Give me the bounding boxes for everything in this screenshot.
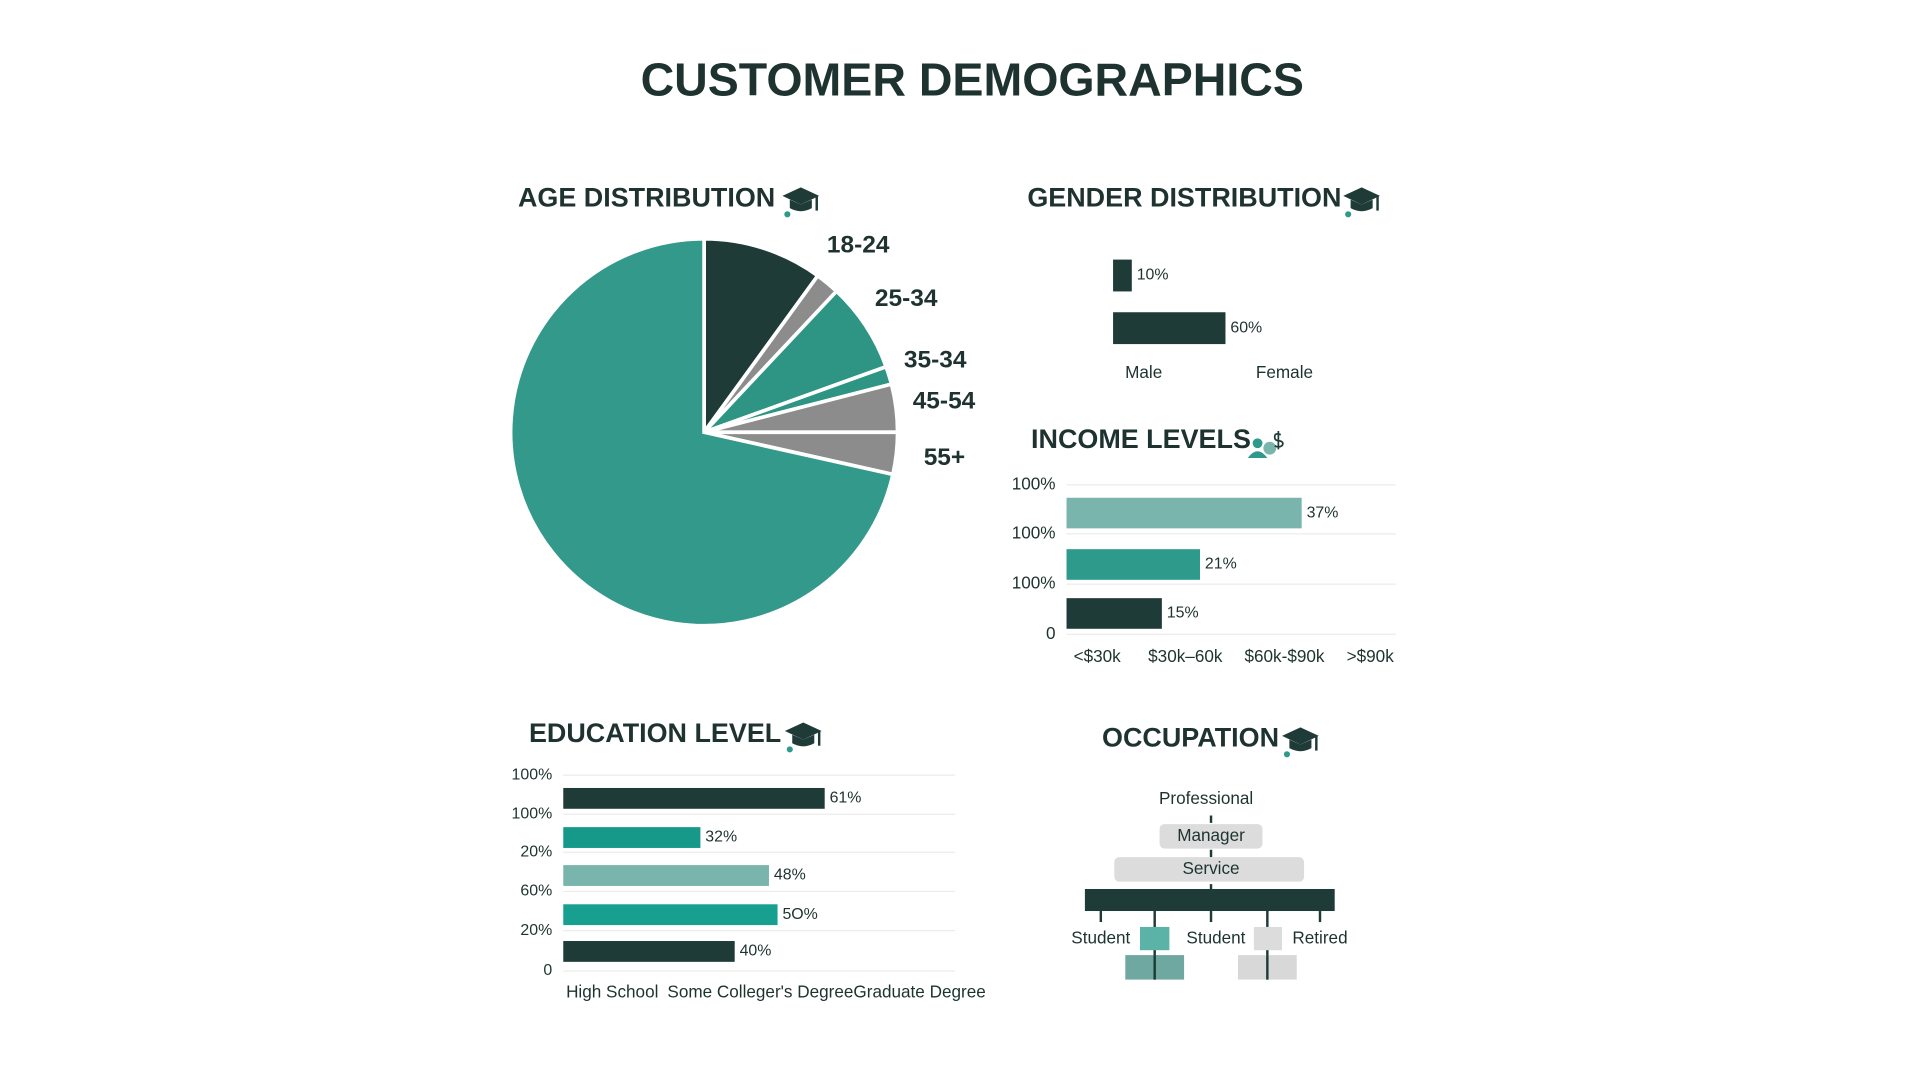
row-label: 20%	[520, 922, 552, 939]
page-title: CUSTOMER DEMOGRAPHICS	[641, 54, 1304, 106]
row-label: 100%	[512, 805, 553, 822]
node-box	[1159, 824, 1263, 849]
chart-title: EDUCATION LEVEL	[529, 718, 781, 748]
node-label: Service	[1182, 858, 1239, 878]
icon-cap	[1282, 727, 1319, 745]
slice-label: 18-24	[827, 231, 890, 258]
bar	[1113, 259, 1132, 292]
node-label: Professional	[1159, 788, 1253, 808]
chart-title: OCCUPATION	[1102, 723, 1279, 753]
x-label: Some Colleger's Degree	[667, 982, 853, 1002]
chart-title: AGE DISTRIBUTION	[518, 183, 775, 213]
bar	[563, 865, 769, 886]
slice-label: 55+	[924, 444, 966, 471]
pie-slice	[508, 236, 896, 628]
icon	[1343, 187, 1380, 218]
value-label: 61%	[830, 790, 862, 807]
icon-dollar	[1273, 431, 1284, 450]
row-label: 100%	[1012, 473, 1056, 493]
value-label: 40%	[740, 943, 772, 960]
value-label: 21%	[1205, 556, 1237, 573]
bar	[1066, 497, 1302, 529]
chart-title: INCOME LEVELS	[1031, 424, 1251, 454]
bar	[1066, 598, 1162, 629]
node-label: Student	[1186, 928, 1245, 948]
bar	[1066, 549, 1200, 580]
icon-cap-base	[792, 734, 815, 747]
icon-dot	[1283, 751, 1290, 758]
bar	[563, 827, 701, 848]
bar	[563, 904, 778, 926]
node-label: Retired	[1292, 928, 1347, 948]
icon-head	[1252, 438, 1263, 449]
pie-slice	[702, 236, 821, 438]
value-label: 15%	[1167, 605, 1199, 622]
branch-bar	[1084, 888, 1335, 912]
slice-label: 45-54	[913, 387, 976, 414]
bar	[563, 787, 825, 809]
icon-dot	[784, 211, 791, 218]
icon-cap	[1343, 187, 1380, 205]
row-label: 100%	[1012, 522, 1056, 542]
value-label: 37%	[1307, 504, 1339, 521]
icon-dot	[1345, 211, 1352, 218]
icon-dot	[786, 746, 793, 753]
icon	[782, 187, 820, 218]
node-box	[1114, 857, 1305, 882]
row-label: 20%	[520, 843, 552, 860]
row-label: 100%	[512, 766, 553, 783]
value-label: 5O%	[782, 906, 817, 923]
icon-cap	[782, 187, 820, 205]
node-box	[1140, 926, 1170, 951]
bar	[1113, 312, 1226, 345]
icon	[1247, 431, 1284, 458]
occupation-diagram: Professional Manager Service Student Stu…	[1071, 788, 1348, 980]
row-label: 0	[543, 962, 552, 979]
x-label: Male	[1125, 362, 1162, 382]
icon	[1282, 727, 1319, 758]
x-label: Female	[1256, 362, 1313, 382]
value-label: 32%	[705, 829, 737, 846]
value-label: 48%	[774, 867, 806, 884]
node-label: Manager	[1177, 825, 1245, 845]
value-label: 60%	[1230, 319, 1262, 336]
node-box	[1253, 926, 1283, 951]
row-label: 0	[1046, 623, 1056, 643]
x-label: $60k-$90k	[1244, 646, 1324, 666]
icon-cap-base	[1350, 199, 1373, 212]
icon-cap	[784, 722, 822, 740]
value-label: 10%	[1137, 267, 1169, 284]
row-label: 100%	[1012, 573, 1056, 593]
icon-body	[1247, 451, 1268, 458]
row-label: 60%	[520, 883, 552, 900]
x-label: Graduate Degree	[853, 982, 985, 1002]
slice-label: 35-34	[904, 347, 967, 374]
bar	[563, 941, 735, 962]
slice-label: 25-34	[875, 285, 938, 312]
icon-coin	[1261, 439, 1279, 457]
icon-cap-base	[789, 199, 812, 212]
x-label: High School	[566, 982, 658, 1002]
x-label: $30k–60k	[1148, 646, 1223, 666]
chart-title: GENDER DISTRIBUTION	[1027, 183, 1341, 213]
x-label: <$30k	[1074, 646, 1122, 666]
x-label: >$90k	[1347, 646, 1395, 666]
icon-cap-base	[1289, 739, 1312, 752]
node-label: Student	[1071, 928, 1130, 948]
icon	[784, 722, 822, 753]
